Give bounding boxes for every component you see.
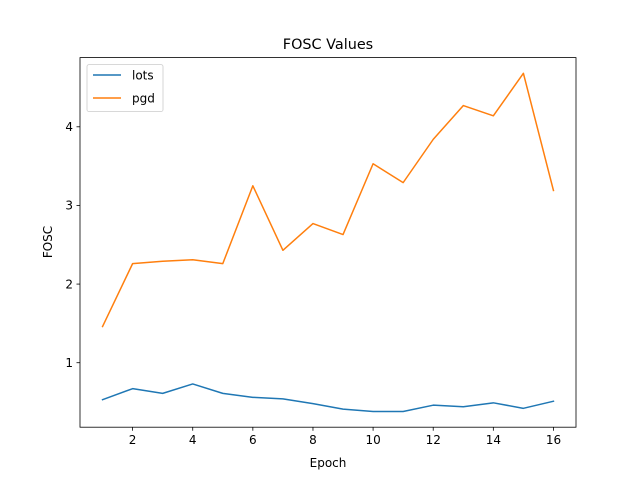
- legend-box: [86, 64, 164, 112]
- series-line-pgd: [101, 72, 555, 328]
- y-tick-label: 3: [65, 199, 73, 213]
- y-tick-label: 1: [65, 356, 73, 370]
- y-axis-ticks: 1 2 3 4: [65, 120, 80, 370]
- x-tick-label: 10: [365, 433, 380, 447]
- series-layer: [101, 72, 555, 413]
- x-tick-label: 14: [486, 433, 501, 447]
- x-axis-ticks: 2 4 6 8 10 12 14 16: [129, 427, 561, 447]
- x-tick-label: 6: [249, 433, 257, 447]
- legend-label-pgd: pgd: [132, 92, 155, 106]
- x-axis-label: Epoch: [310, 456, 347, 470]
- x-tick-label: 8: [309, 433, 317, 447]
- legend-label-lots: lots: [132, 69, 154, 83]
- axes-frame: [79, 57, 577, 428]
- y-tick-label: 4: [65, 120, 73, 134]
- series-line-lots: [101, 383, 555, 413]
- x-tick-label: 2: [129, 433, 137, 447]
- y-axis-label: FOSC: [41, 226, 55, 258]
- x-tick-label: 12: [426, 433, 441, 447]
- y-tick-label: 2: [65, 277, 73, 291]
- plot-area: [80, 57, 576, 428]
- x-tick-label: 4: [189, 433, 197, 447]
- x-tick-label: 16: [546, 433, 561, 447]
- legend: lots pgd: [86, 64, 164, 112]
- chart-title: FOSC Values: [283, 37, 373, 53]
